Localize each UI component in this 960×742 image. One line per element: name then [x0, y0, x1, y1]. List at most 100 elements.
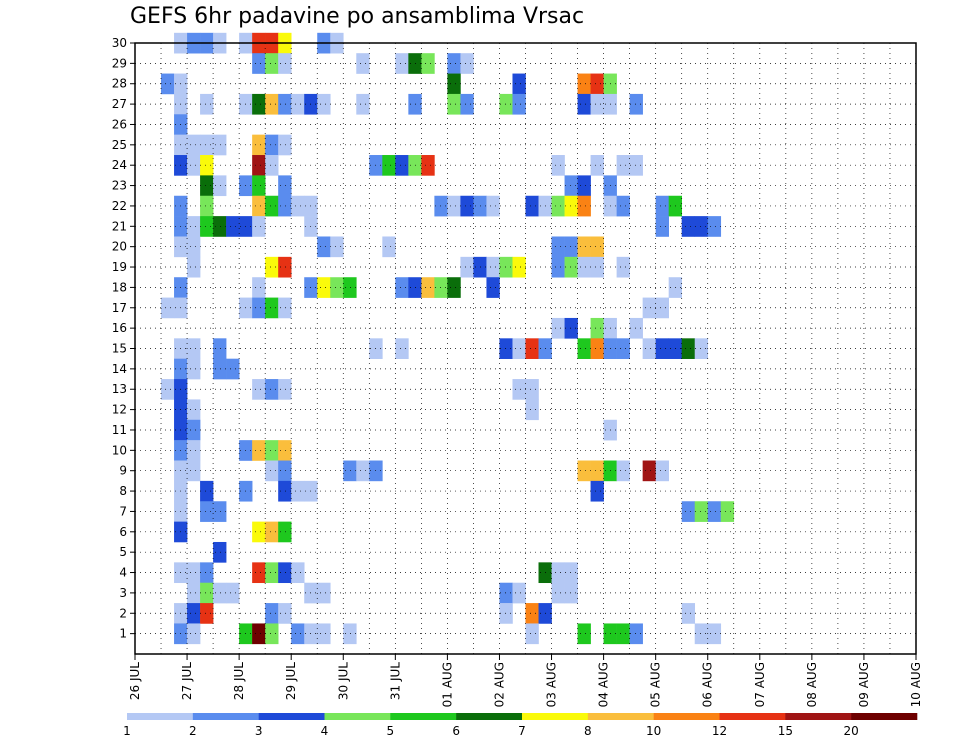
- cell-member-22-step-23: [434, 195, 448, 217]
- cell-member-15-step-42: [681, 338, 696, 359]
- cell-member-23-step-33: [564, 175, 578, 197]
- colorbar-swatch: [587, 713, 654, 720]
- cell-member-18-step-23: [434, 277, 448, 298]
- y-tick-label: 19: [112, 260, 127, 274]
- y-tick-label: 24: [112, 158, 127, 172]
- cell-member-18-step-22: [421, 277, 435, 298]
- cell-member-17-step-2: [161, 297, 175, 319]
- cell-member-27-step-11: [278, 93, 292, 115]
- cell-member-25-step-10: [265, 134, 279, 156]
- cell-member-17-step-39: [642, 297, 656, 319]
- cell-member-9-step-40: [655, 460, 669, 482]
- colorbar-swatch: [390, 713, 457, 720]
- cell-member-27-step-9: [252, 93, 266, 115]
- cell-member-22-step-34: [577, 195, 591, 217]
- cell-member-8-step-11: [278, 480, 292, 502]
- colorbar-label: 1: [123, 724, 131, 738]
- cell-member-1-step-12: [291, 623, 305, 645]
- x-tick-label: 02 AUG: [492, 662, 506, 707]
- cell-member-8-step-12: [291, 480, 305, 502]
- cell-member-2-step-10: [265, 603, 279, 624]
- cell-member-27-step-28: [499, 93, 513, 115]
- cell-member-21-step-43: [694, 216, 709, 237]
- cell-member-17-step-40: [655, 297, 669, 319]
- cell-member-15-step-40: [655, 338, 669, 359]
- x-tick-label: 03 AUG: [545, 662, 559, 707]
- cell-member-6-step-10: [265, 521, 279, 543]
- cell-member-18-step-20: [395, 277, 409, 298]
- cell-member-29-step-17: [356, 53, 370, 74]
- cell-member-20-step-34: [577, 236, 591, 258]
- y-tick-label: 13: [112, 382, 127, 396]
- cell-member-22-step-9: [252, 195, 266, 217]
- x-tick-label: 01 AUG: [440, 662, 454, 707]
- cell-member-20-step-15: [330, 236, 344, 258]
- y-tick-label: 20: [112, 240, 127, 254]
- x-tick-label: 27 JUL: [180, 662, 194, 700]
- cell-member-12-step-4: [187, 399, 201, 421]
- cell-member-7-step-42: [681, 501, 696, 522]
- x-tick-label: 09 AUG: [857, 662, 871, 707]
- cell-member-24-step-19: [382, 155, 396, 176]
- cell-member-15-step-39: [642, 338, 656, 359]
- cell-member-15-step-37: [616, 338, 630, 359]
- cell-member-14-step-6: [213, 358, 227, 380]
- colorbar-label: 10: [646, 724, 661, 738]
- cell-member-1-step-16: [343, 623, 357, 645]
- cell-member-19-step-25: [460, 256, 474, 278]
- y-tick-label: 11: [112, 423, 127, 437]
- cell-member-23-step-6: [213, 175, 227, 197]
- cell-member-29-step-11: [278, 53, 292, 74]
- chart-title: GEFS 6hr padavine po ansamblima Vrsac: [130, 4, 585, 29]
- cell-member-9-step-4: [187, 460, 201, 482]
- cell-member-19-step-33: [564, 256, 578, 278]
- cell-member-7-step-44: [707, 501, 722, 522]
- cell-member-3-step-29: [512, 582, 526, 604]
- cell-member-14-step-4: [187, 358, 201, 380]
- cell-member-4-step-32: [551, 562, 565, 584]
- cell-member-15-step-28: [499, 338, 513, 359]
- cell-member-27-step-34: [577, 93, 591, 115]
- cell-member-9-step-16: [343, 460, 357, 482]
- cell-member-28-step-34: [577, 73, 591, 95]
- cell-member-2-step-11: [278, 603, 292, 624]
- y-tick-label: 15: [112, 342, 127, 356]
- cell-member-3-step-4: [187, 582, 201, 604]
- cell-member-10-step-10: [265, 440, 279, 461]
- colorbar-swatch: [258, 713, 325, 720]
- y-tick-label: 22: [112, 199, 127, 213]
- colorbar-label: 8: [584, 724, 592, 738]
- cell-member-11-step-4: [187, 419, 201, 441]
- cell-member-19-step-29: [512, 256, 526, 278]
- cell-member-6-step-9: [252, 521, 266, 543]
- x-tick-label: 04 AUG: [597, 662, 611, 707]
- y-tick-label: 8: [119, 484, 127, 498]
- cell-member-2-step-28: [499, 603, 513, 624]
- cell-member-10-step-4: [187, 440, 201, 461]
- x-tick-label: 28 JUL: [232, 662, 246, 700]
- cell-member-19-step-35: [590, 256, 604, 278]
- cell-member-22-step-33: [564, 195, 578, 217]
- cell-member-13-step-11: [278, 379, 292, 400]
- y-tick-label: 12: [112, 403, 127, 417]
- cell-member-25-step-4: [187, 134, 201, 156]
- cell-member-4-step-33: [564, 562, 578, 584]
- cell-member-1-step-34: [577, 623, 591, 645]
- cell-member-1-step-10: [265, 623, 279, 645]
- cell-member-19-step-10: [265, 256, 279, 278]
- cell-member-21-step-40: [655, 216, 669, 237]
- cell-member-29-step-20: [395, 53, 409, 74]
- cell-member-25-step-9: [252, 134, 266, 156]
- cell-member-2-step-4: [187, 603, 201, 624]
- colorbar-label: 7: [518, 724, 526, 738]
- x-tick-label: 30 JUL: [336, 662, 350, 700]
- cell-member-13-step-9: [252, 379, 266, 400]
- cell-member-27-step-35: [590, 93, 604, 115]
- cell-member-18-step-14: [317, 277, 331, 298]
- cell-member-7-step-45: [720, 501, 735, 522]
- colorbar-layer: 1 2 3 4 5 6 7 8 10 12 15 20: [123, 713, 918, 738]
- cell-member-23-step-11: [278, 175, 292, 197]
- cell-member-24-step-5: [200, 155, 214, 176]
- cell-member-24-step-20: [395, 155, 409, 176]
- x-tick-label: 06 AUG: [701, 662, 715, 707]
